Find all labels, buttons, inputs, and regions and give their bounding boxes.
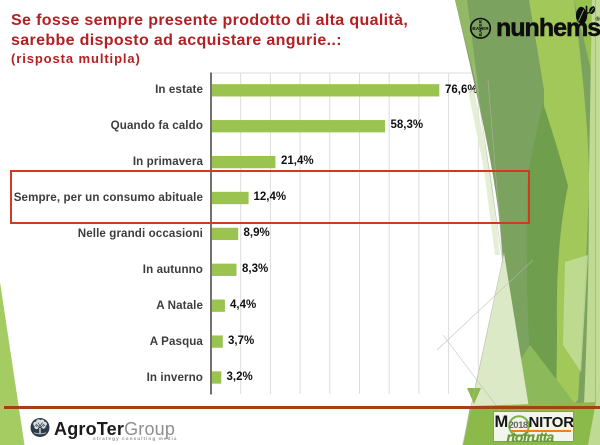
svg-text:BAYER: BAYER [472,26,489,31]
svg-text:BAYER: BAYER [478,19,483,36]
